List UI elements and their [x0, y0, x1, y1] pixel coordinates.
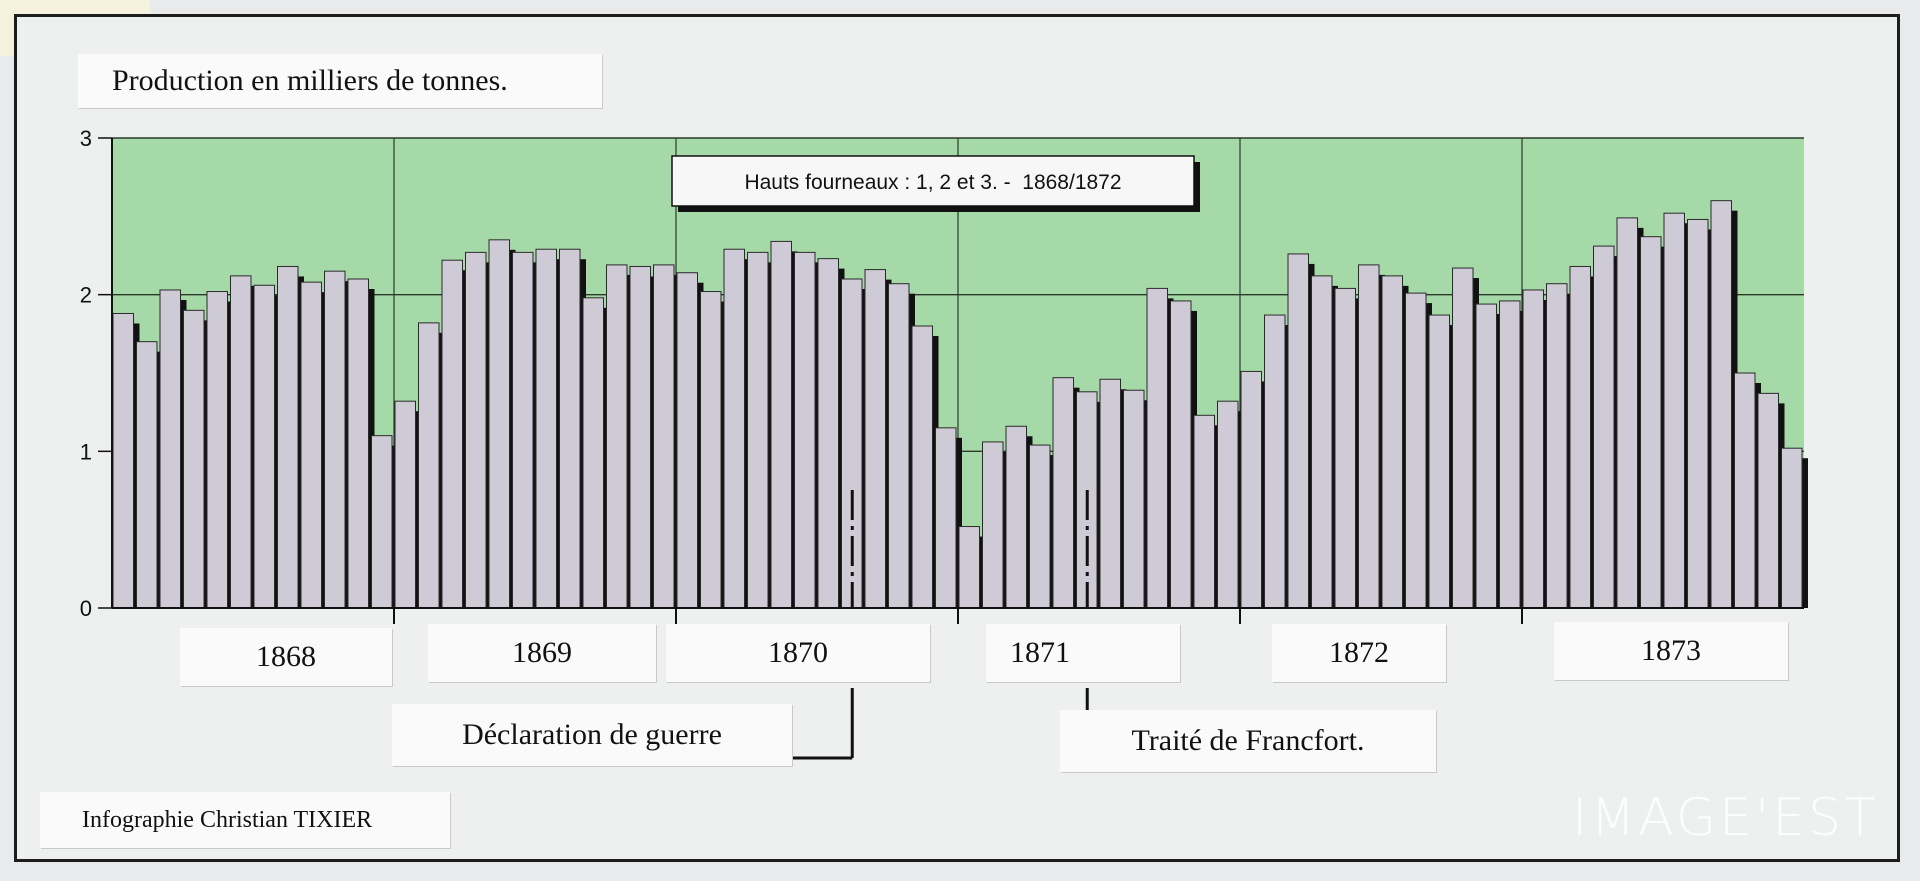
bar-1873-05 — [1616, 217, 1638, 609]
bar-1873-01 — [1522, 289, 1544, 609]
bar-1868-10 — [324, 270, 346, 609]
y-tick-label-0: 0 — [80, 596, 92, 621]
bar-1873-03 — [1569, 265, 1591, 609]
bar-1872-07 — [1381, 275, 1403, 609]
bar-1870-06 — [794, 251, 816, 609]
y-tick-label-1: 1 — [80, 439, 92, 464]
bar-1872-10 — [1452, 267, 1474, 609]
bar-1872-04 — [1311, 275, 1333, 609]
bar-1870-04 — [747, 251, 769, 609]
bar-1873-07 — [1663, 212, 1685, 609]
bar-1868-02 — [136, 341, 158, 609]
bars-group — [112, 200, 1808, 609]
chart-title: Hauts fourneaux : 1, 2 et 3. - 1868/1872 — [744, 171, 1121, 194]
bar-1872-05 — [1334, 287, 1356, 609]
y-tick-label-3: 3 — [80, 126, 92, 151]
bar-1872-08 — [1405, 292, 1427, 609]
bar-1868-05 — [206, 291, 228, 609]
bar-1871-07 — [1099, 378, 1121, 609]
bar-1869-10 — [606, 264, 628, 609]
bar-1871-02 — [982, 441, 1004, 609]
bar-1868-04 — [183, 309, 205, 609]
bar-1869-04 — [465, 251, 487, 609]
year-label-1868: 1868 — [180, 628, 392, 686]
axes — [98, 137, 1804, 624]
bar-1868-06 — [230, 275, 252, 609]
bar-1871-11 — [1193, 414, 1215, 609]
bar-1868-11 — [347, 278, 369, 609]
bar-1869-09 — [582, 297, 604, 609]
bar-1869-01 — [394, 400, 416, 609]
y-tick-label-2: 2 — [80, 283, 92, 308]
bar-1869-11 — [629, 265, 651, 609]
bar-1873-08 — [1687, 218, 1709, 609]
bar-1873-12 — [1781, 447, 1803, 609]
event-traite-de-francfort: Traité de Francfort. — [1060, 710, 1436, 772]
bar-1870-11 — [911, 325, 933, 609]
bar-1872-01 — [1240, 370, 1262, 609]
event-declaration-de-guerre: Déclaration de guerre — [392, 704, 792, 766]
bar-1868-07 — [253, 284, 275, 609]
chart-title-box: Hauts fourneaux : 1, 2 et 3. - 1868/1872 — [671, 155, 1200, 212]
bar-1869-08 — [559, 248, 581, 609]
bar-1871-09 — [1146, 287, 1168, 609]
y-tick-labels: 0 1 2 3 — [80, 126, 92, 621]
year-label-1870: 1870 — [666, 624, 930, 682]
watermark-text: IMAGE'EST — [1572, 788, 1879, 848]
bar-1870-01 — [676, 272, 698, 609]
bar-1870-12 — [935, 427, 957, 609]
bar-1873-06 — [1640, 236, 1662, 609]
bar-1869-07 — [535, 248, 557, 609]
bar-1869-02 — [418, 322, 440, 609]
bar-1869-06 — [512, 251, 534, 609]
year-label-1871: 1871 — [986, 624, 1180, 682]
y-axis-unit-label: Production en milliers de tonnes. — [78, 54, 602, 108]
bar-1873-02 — [1546, 283, 1568, 609]
bar-1872-11 — [1475, 303, 1497, 609]
bar-1873-11 — [1757, 392, 1779, 609]
year-label-1873: 1873 — [1554, 622, 1788, 680]
bar-1871-03 — [1005, 425, 1027, 609]
chart-title-frame — [671, 155, 1195, 207]
bar-1868-09 — [300, 281, 322, 609]
bar-1871-08 — [1123, 389, 1145, 609]
bar-1871-12 — [1217, 400, 1239, 609]
bar-1868-01 — [112, 312, 134, 609]
bar-1872-03 — [1287, 253, 1309, 609]
bar-1870-07 — [817, 258, 839, 609]
bar-1868-08 — [277, 265, 299, 609]
bar-1870-09 — [864, 269, 886, 609]
bar-1870-05 — [770, 240, 792, 609]
bar-1872-06 — [1358, 264, 1380, 609]
bar-1873-09 — [1710, 200, 1732, 609]
bar-1869-03 — [441, 259, 463, 609]
bar-1872-12 — [1499, 300, 1521, 609]
credit-label: Infographie Christian TIXIER — [40, 792, 450, 848]
bar-1872-09 — [1428, 314, 1450, 609]
bar-1868-03 — [159, 289, 181, 609]
year-label-1869: 1869 — [428, 624, 656, 682]
year-label-1872: 1872 — [1272, 624, 1446, 682]
bar-1872-02 — [1264, 314, 1286, 609]
bar-1871-10 — [1170, 300, 1192, 609]
bar-1870-02 — [700, 291, 722, 609]
bar-1873-10 — [1734, 372, 1756, 609]
bar-1871-05 — [1052, 377, 1074, 609]
bar-1870-10 — [888, 283, 910, 609]
bar-1871-04 — [1029, 444, 1051, 609]
bar-1869-05 — [488, 239, 510, 609]
bar-1868-12 — [371, 435, 393, 609]
bar-1870-03 — [723, 248, 745, 609]
bar-1871-01 — [958, 526, 980, 609]
bar-1869-12 — [653, 264, 675, 609]
bar-1873-04 — [1593, 245, 1615, 609]
